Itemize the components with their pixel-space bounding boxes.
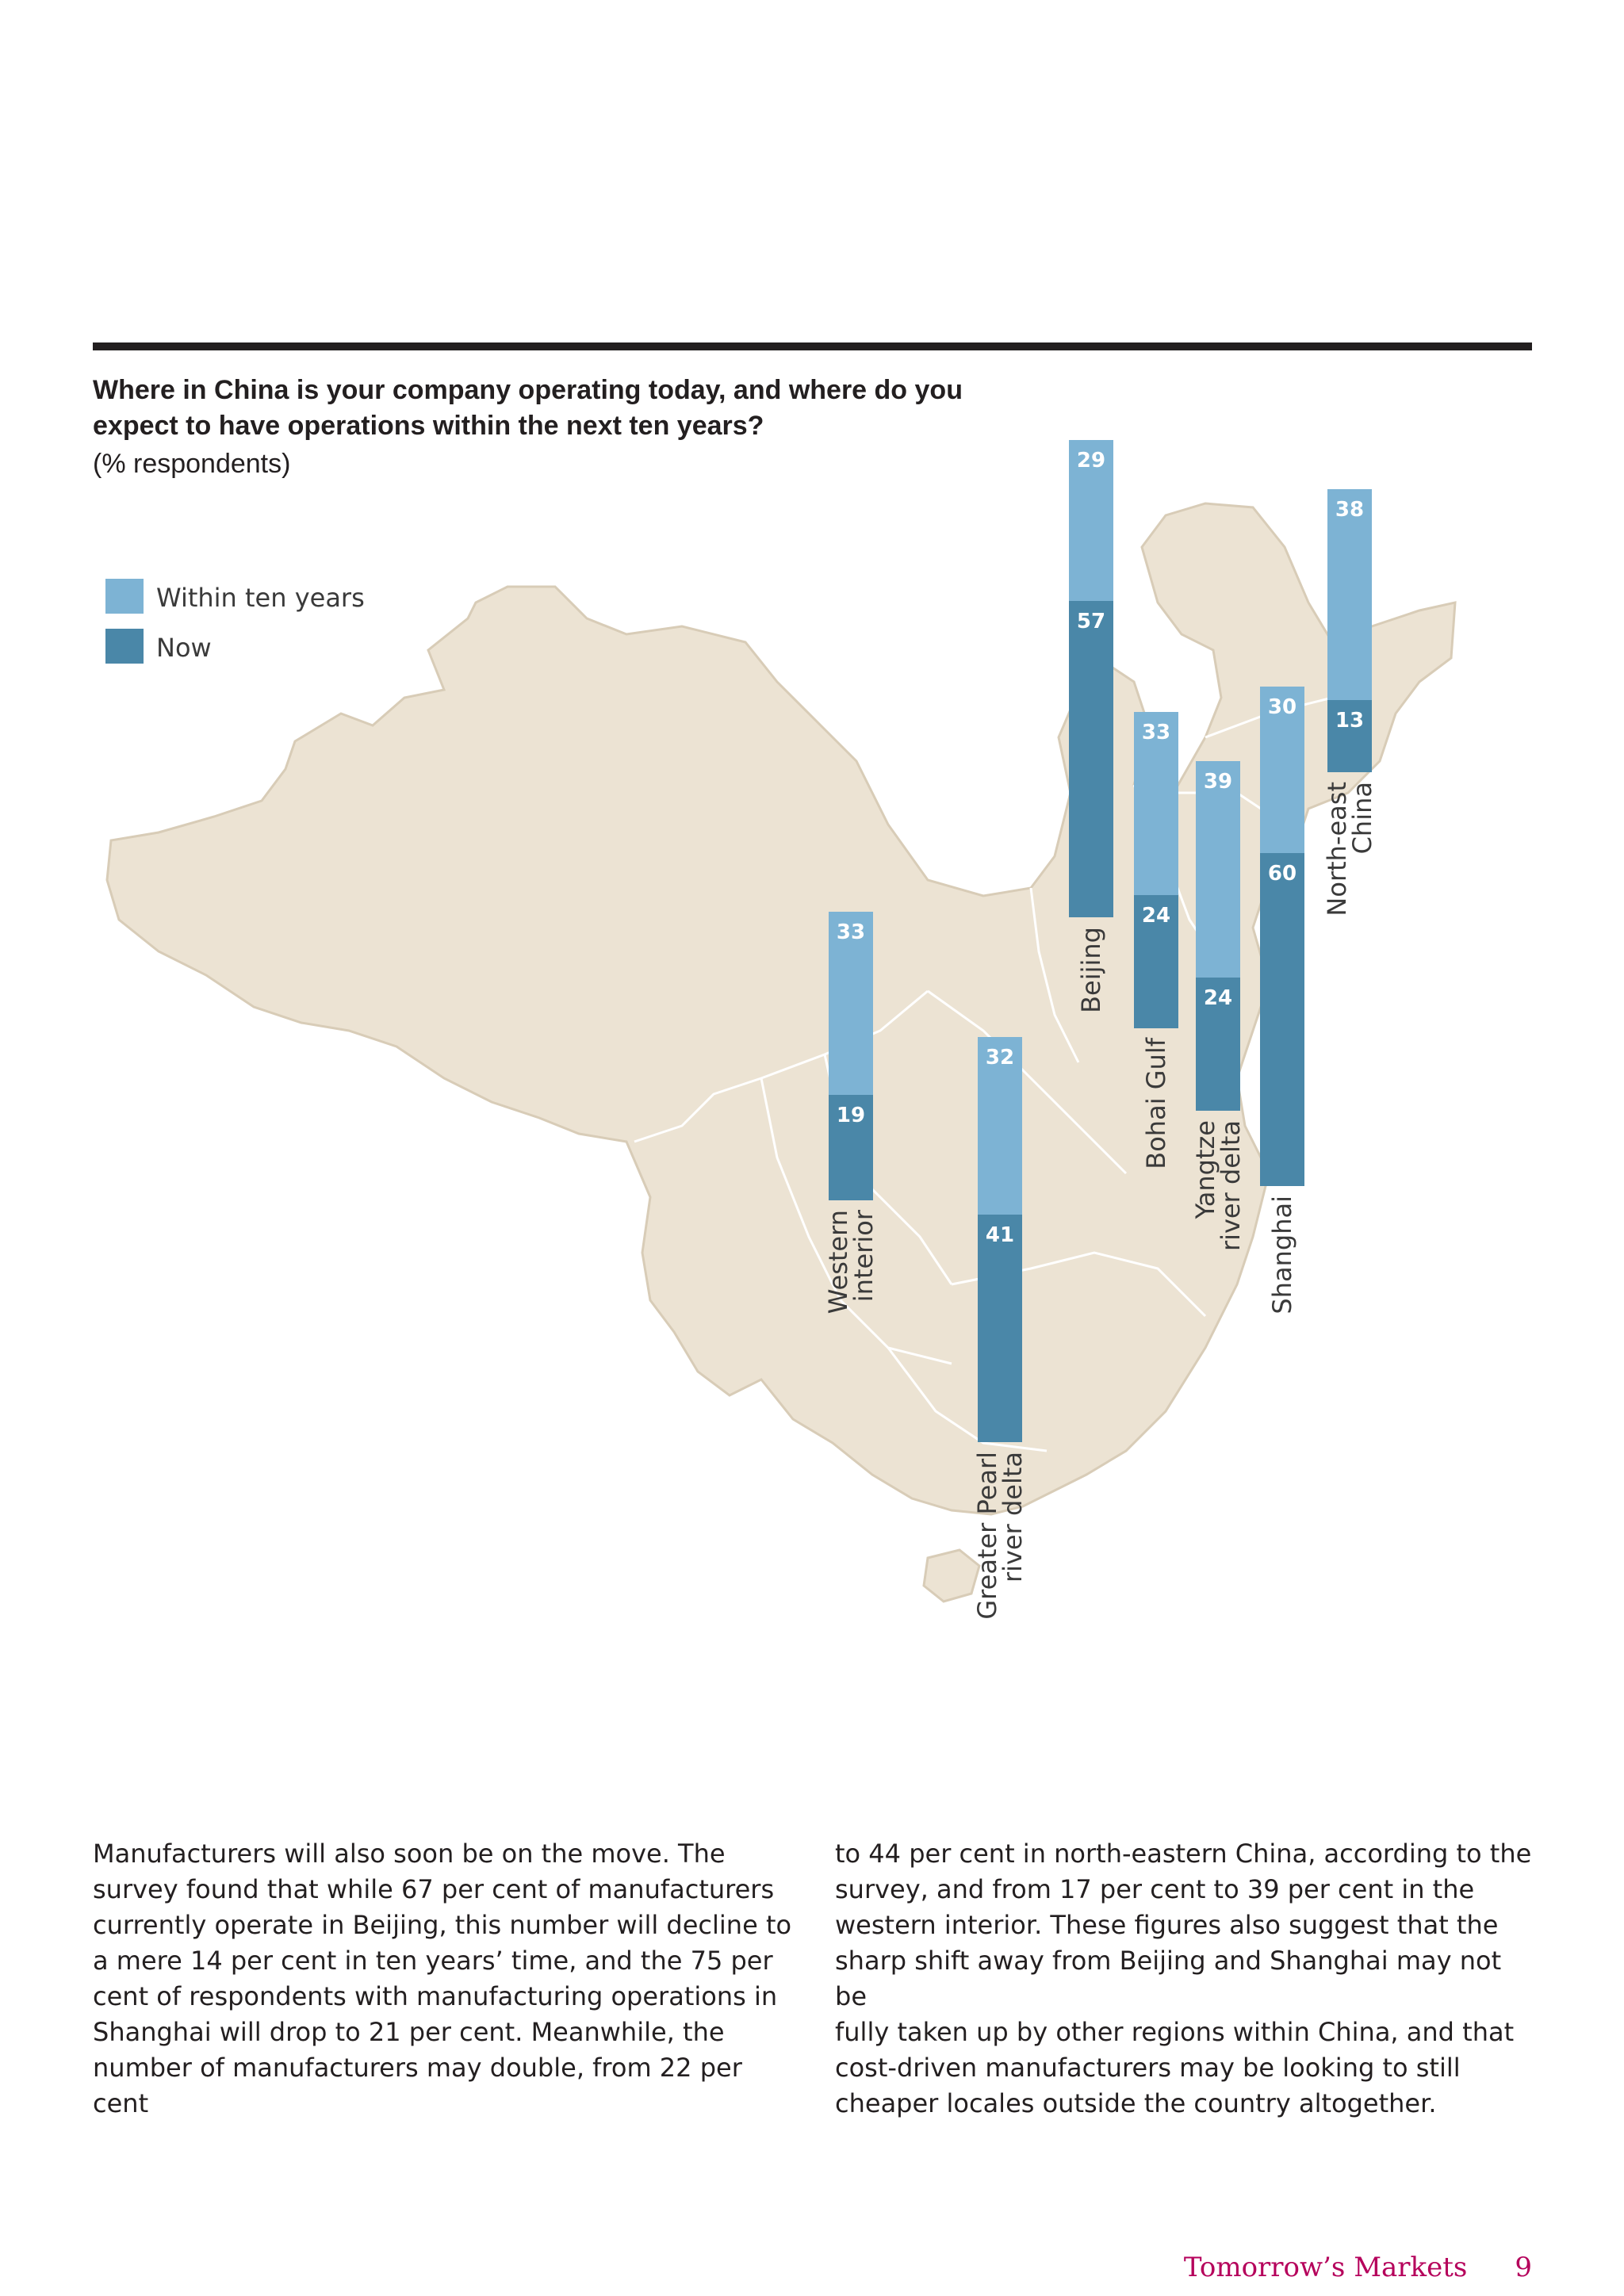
chart-title: Where in China is your company operating… [93,375,963,441]
data-label-within: 38 [1335,498,1364,522]
body-line: cent of respondents with manufacturing o… [93,1981,778,2011]
data-label-now: 24 [1142,904,1170,928]
page-footer: Tomorrow’s Markets 9 [1110,2252,1532,2283]
category-label-line: Bohai Gulf [1141,1037,1171,1169]
legend-label-now: Now [156,633,212,663]
category-label: Shanghai [1267,1196,1297,1314]
data-label-now: 13 [1335,709,1364,733]
body-text-right: to 44 per cent in north-eastern China, a… [835,1836,1541,2122]
bar-now [1196,978,1240,1111]
data-label-within: 33 [837,920,865,944]
category-label: Westerninterior [823,1209,879,1314]
data-label-now: 57 [1077,610,1105,633]
category-label-line: river delta [998,1452,1028,1582]
body-line: cheaper locales outside the country alto… [835,2088,1437,2118]
data-label-within: 30 [1268,695,1297,719]
category-label-line: North-east [1322,782,1352,916]
body-line: currently operate in Beijing, this numbe… [93,1910,792,1940]
bar-group: 33 24 Bohai Gulf [1134,712,1178,1169]
category-label-line: China [1347,782,1377,854]
bar-group: 32 41 Greater Pearlriver delta [972,1037,1028,1620]
category-label-line: Yangtze [1190,1120,1220,1219]
bar-group: 29 57 Beijing [1069,440,1113,1013]
data-label-now: 41 [986,1223,1014,1247]
category-label-line: Western [823,1210,853,1314]
legend-swatch-within [105,579,144,614]
body-line: cost-driven manufacturers may be looking… [835,2053,1461,2083]
bar-within-ten-years [1069,440,1113,601]
bar-now [829,1095,873,1200]
data-label-now: 60 [1268,862,1297,886]
data-label-within: 33 [1142,721,1170,744]
bar-within-ten-years [1134,712,1178,895]
body-line: Manufacturers will also soon be on the m… [93,1839,726,1869]
category-label: Bohai Gulf [1141,1037,1171,1169]
bar-group: 39 24 Yangtzeriver delta [1190,761,1246,1251]
category-label-line: Shanghai [1267,1196,1297,1314]
top-rule [93,342,1532,350]
category-label: North-eastChina [1322,782,1377,916]
data-label-now: 19 [837,1104,865,1127]
bar-group: 30 60 Shanghai [1260,687,1304,1314]
china-map [105,502,1457,1603]
bar-group: 38 13 North-eastChina [1322,489,1377,916]
body-line: survey found that while 67 per cent of m… [93,1874,775,1904]
legend-label-within: Within ten years [156,583,365,613]
data-label-within: 39 [1204,770,1232,794]
body-line: to 44 per cent in north-eastern China, a… [835,1839,1532,1869]
bar-within-ten-years [1327,489,1372,700]
bar-now [1069,601,1113,917]
china-outline [105,502,1457,1516]
body-line: number of manufacturers may double, from… [93,2053,742,2118]
body-line: fully taken up by other regions within C… [835,2017,1515,2047]
bar-group: 33 19 Westerninterior [823,912,879,1314]
data-label-within: 32 [986,1046,1014,1070]
legend: Within ten years Now [105,579,365,664]
body-line: western interior. These figures also sug… [835,1910,1499,1940]
bar-now [1134,895,1178,1028]
category-label: Yangtzeriver delta [1190,1120,1246,1251]
body-line: a mere 14 per cent in ten years’ time, a… [93,1946,773,1976]
body-text-left: Manufacturers will also soon be on the m… [93,1836,799,2122]
category-label-line: river delta [1216,1120,1246,1251]
footer-publication: Tomorrow’s Markets [1183,2252,1468,2283]
category-label: Greater Pearlriver delta [972,1452,1028,1620]
bar-within-ten-years [1260,687,1304,853]
bar-now [1260,853,1304,1186]
bar-now [978,1215,1022,1442]
category-label-line: Beijing [1076,927,1106,1013]
bar-within-ten-years [829,912,873,1095]
bar-within-ten-years [978,1037,1022,1215]
body-line: survey, and from 17 per cent to 39 per c… [835,1874,1475,1904]
category-label-line: Greater Pearl [972,1452,1002,1620]
category-label: Beijing [1076,927,1106,1013]
data-label-now: 24 [1204,986,1232,1010]
bar-now [1327,700,1372,772]
bar-within-ten-years [1196,761,1240,978]
page-number: 9 [1515,2252,1532,2283]
data-label-within: 29 [1077,449,1105,473]
body-line: sharp shift away from Beijing and Shangh… [835,1946,1502,2011]
category-label-line: interior [848,1209,879,1302]
legend-swatch-now [105,629,144,664]
hainan-island [922,1548,981,1603]
body-line: Shanghai will drop to 21 per cent. Meanw… [93,2017,725,2047]
chart-subtitle: (% respondents) [93,449,291,479]
